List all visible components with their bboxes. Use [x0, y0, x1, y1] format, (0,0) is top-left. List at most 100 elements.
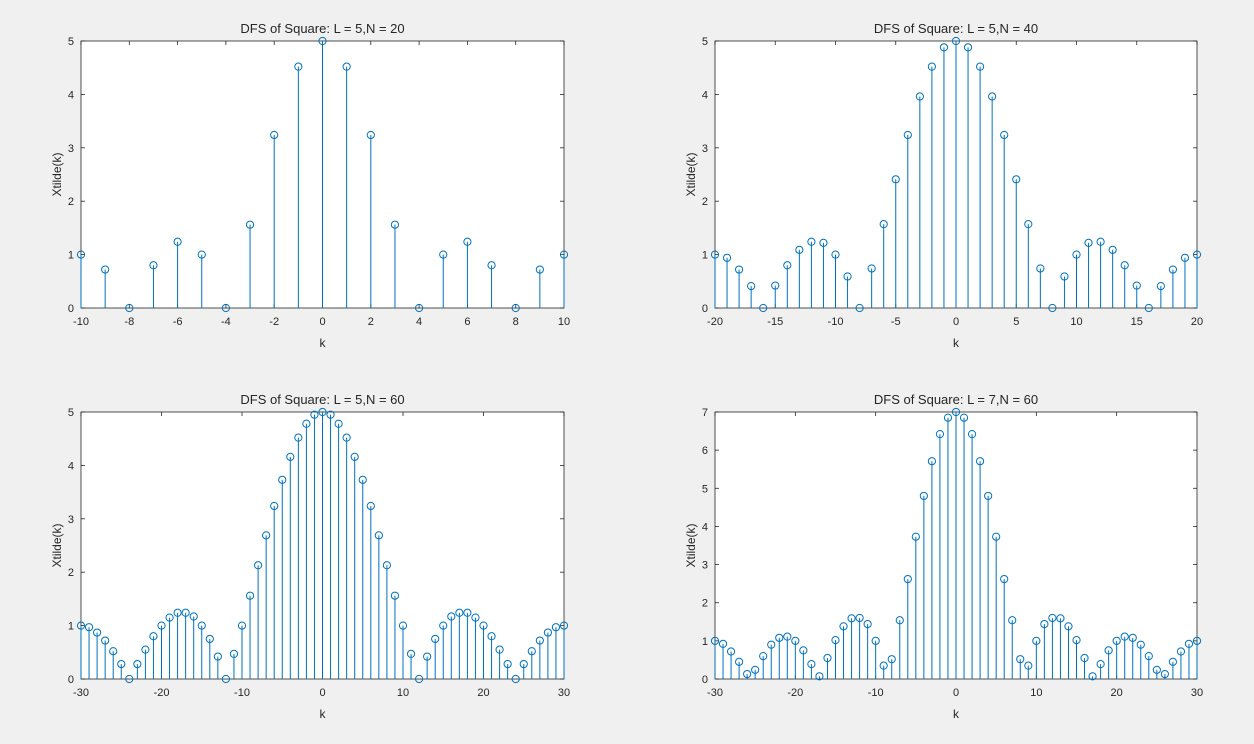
stem-marker: [1048, 613, 1057, 623]
stem-marker: [891, 175, 900, 184]
stem-marker: [1120, 632, 1129, 641]
x-tick-label: 30: [558, 687, 570, 699]
stem-marker: [1088, 672, 1097, 681]
stem-marker: [775, 633, 784, 642]
stem-marker: [831, 635, 840, 645]
stem-marker: [149, 632, 158, 641]
y-tick-label: 4: [702, 521, 708, 533]
stem-marker: [471, 613, 480, 622]
stem-marker: [959, 413, 969, 422]
stem-marker: [406, 649, 416, 659]
stem-marker: [181, 608, 190, 617]
stem-marker: [743, 669, 752, 679]
x-tick-label: 8: [513, 316, 519, 328]
y-tick-label: 1: [702, 636, 708, 648]
axes-4: -30 -20 -10 0 10 20 30 0 1 2 3 4 5 6 7 DFS of Square: L…: [684, 392, 1203, 721]
y-axis-label: Xtilde(k): [684, 523, 698, 567]
stem-marker: [963, 43, 973, 52]
x-tick-label: 0: [953, 687, 959, 699]
y-axis-label: Xtilde(k): [684, 152, 698, 196]
stem-marker: [1132, 281, 1141, 290]
y-tick-label: 5: [702, 483, 708, 495]
stem-marker: [374, 531, 383, 540]
stem-marker: [919, 491, 928, 501]
x-tick-label: -30: [73, 687, 89, 699]
chart-title: DFS of Square: L = 5,N = 20: [240, 21, 404, 36]
stem-marker: [93, 628, 102, 637]
x-axis-label: k: [320, 707, 327, 721]
stem-marker: [915, 92, 924, 101]
x-tick-label: 20: [477, 687, 489, 699]
stem-marker: [735, 657, 744, 666]
stem-marker: [559, 250, 569, 259]
axes-3: -30 -20 -10 0 10 20 30 0 1 2 3 4 5 DFS of Square: L =…: [50, 392, 570, 721]
stem-marker: [390, 220, 400, 229]
stem-marker: [1168, 265, 1178, 274]
y-tick-label: 3: [68, 514, 74, 526]
stem-marker: [245, 220, 255, 229]
stem-marker: [1000, 130, 1009, 140]
y-tick-label: 0: [702, 674, 708, 686]
x-tick-label: 4: [416, 316, 422, 328]
stem-marker: [447, 612, 456, 621]
stem-marker: [735, 265, 744, 274]
x-tick-label: -20: [707, 316, 723, 328]
stem-marker: [286, 452, 295, 461]
stem-marker: [831, 250, 840, 259]
stem-marker: [326, 410, 335, 419]
stem-marker: [1064, 622, 1073, 631]
stem-marker: [1108, 245, 1117, 254]
y-tick-label: 1: [68, 250, 74, 262]
stem-marker: [559, 621, 569, 630]
stem-marker: [439, 250, 448, 259]
stem-marker: [1012, 175, 1021, 184]
stem-marker: [1160, 669, 1169, 679]
x-tick-label: -15: [767, 316, 783, 328]
stem-marker: [1136, 640, 1145, 649]
stem-marker: [358, 475, 367, 484]
stem-marker: [382, 561, 391, 570]
stem-marker: [125, 303, 134, 313]
stem-marker: [1084, 238, 1093, 247]
x-tick-label: -20: [154, 687, 170, 699]
stem-marker: [1120, 261, 1129, 270]
stem-marker: [843, 272, 852, 281]
stem-marker: [487, 261, 496, 270]
y-tick-label: 0: [702, 303, 708, 315]
stem-marker: [951, 407, 961, 417]
stem-marker: [722, 253, 732, 262]
y-tick-label: 5: [68, 407, 74, 419]
x-tick-label: -10: [868, 687, 884, 699]
stem-marker: [1112, 636, 1121, 645]
stem-marker: [1176, 647, 1186, 656]
stem-marker: [1152, 665, 1161, 674]
y-tick-label: 5: [68, 36, 74, 48]
stem-marker: [976, 457, 985, 466]
stem-marker: [1128, 633, 1137, 642]
x-axis-label: k: [953, 336, 960, 350]
stem-marker: [173, 608, 182, 617]
stem-marker: [819, 238, 828, 247]
stem-marker: [1016, 655, 1025, 664]
stem-marker: [334, 419, 343, 428]
stem-marker: [535, 265, 544, 274]
stem-marker: [1032, 636, 1041, 645]
stem-marker: [237, 621, 247, 630]
stem-marker: [911, 532, 920, 541]
x-tick-label: 0: [319, 316, 325, 328]
stem-marker: [149, 261, 158, 270]
stem-marker: [1184, 639, 1194, 649]
stem-marker: [551, 623, 561, 632]
stem-marker: [871, 636, 880, 645]
chart-title: DFS of Square: L = 5,N = 60: [240, 392, 404, 407]
stem-marker: [855, 613, 864, 623]
stem-marker: [992, 532, 1001, 541]
stem-marker: [799, 646, 808, 655]
chart-title: DFS of Square: L = 5,N = 40: [874, 21, 1038, 36]
stem-marker: [887, 655, 896, 664]
y-tick-label: 7: [702, 407, 708, 419]
stem-marker: [245, 591, 255, 600]
stem-marker: [302, 419, 311, 428]
